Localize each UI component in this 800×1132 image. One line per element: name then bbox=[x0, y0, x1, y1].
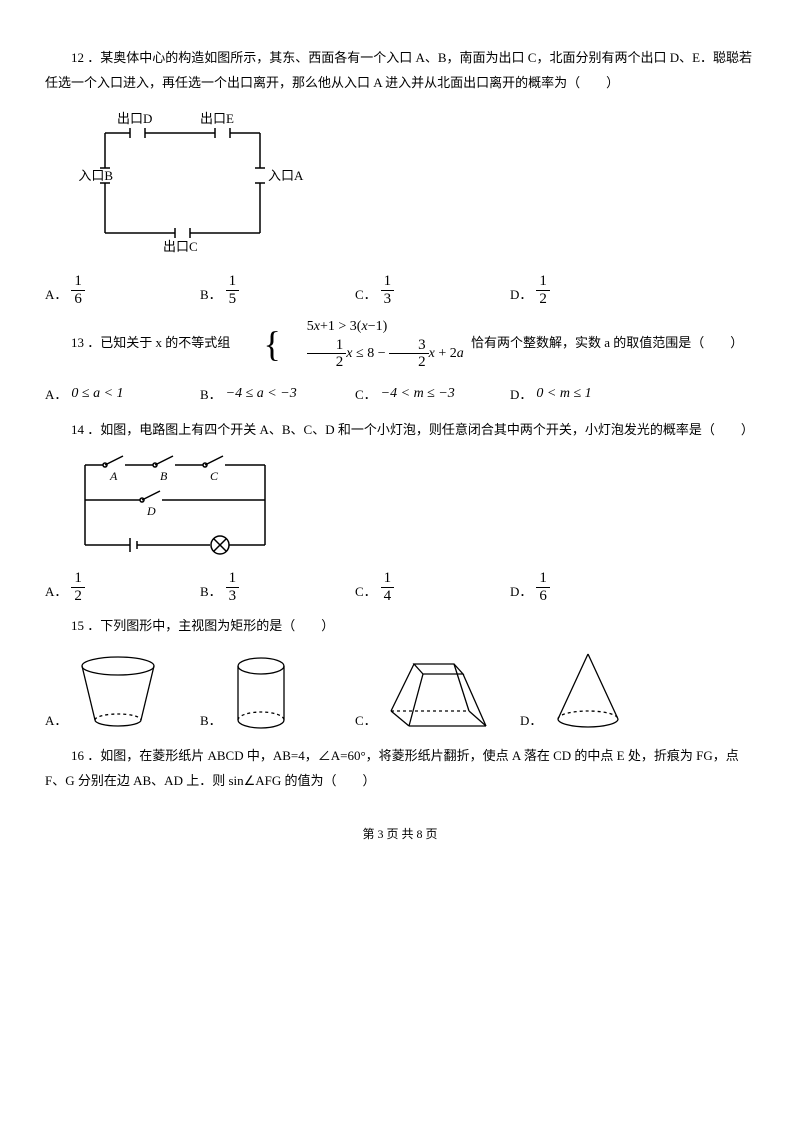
q14-label-d: D bbox=[146, 504, 156, 518]
opt-label: A． bbox=[45, 283, 67, 308]
opt-label: D． bbox=[520, 709, 542, 734]
t: 1 bbox=[536, 570, 550, 588]
shape-frustum-pyramid-icon bbox=[381, 654, 491, 734]
frac-den: 5 bbox=[226, 291, 240, 308]
opt-label: D． bbox=[510, 383, 532, 408]
q12-label-c: 出口C bbox=[163, 239, 198, 254]
q15-body: ．下列图形中，主视图为矩形的是（ ） bbox=[87, 618, 334, 633]
q16-number: 16 bbox=[71, 748, 84, 763]
q12-number: 12 bbox=[71, 50, 84, 65]
q13-system: { 5x+1 > 3(x−1) 12x ≤ 8 − 32x + 2a bbox=[238, 317, 464, 371]
t: 1 bbox=[381, 570, 395, 588]
opt-label: C． bbox=[355, 580, 377, 605]
q14-label-a: A bbox=[109, 469, 118, 483]
q12-opt-a: A． 16 bbox=[45, 273, 200, 307]
q15-opt-a: A． bbox=[45, 654, 200, 734]
opt-expr: 0 < m ≤ 1 bbox=[536, 381, 591, 408]
q12-opt-d: D． 12 bbox=[510, 273, 665, 307]
q13-opt-b: B．−4 ≤ a < −3 bbox=[200, 381, 355, 408]
shape-cone-icon bbox=[546, 649, 631, 734]
t: 2 bbox=[307, 354, 347, 371]
q14-opt-b: B．13 bbox=[200, 570, 355, 604]
opt-label: A． bbox=[45, 580, 67, 605]
shape-frustum-icon bbox=[71, 654, 166, 734]
t: 1 bbox=[71, 570, 85, 588]
t: 4 bbox=[381, 588, 395, 605]
q15-opt-d: D． bbox=[520, 649, 675, 734]
opt-label: D． bbox=[510, 283, 532, 308]
q16-body: ．如图，在菱形纸片 ABCD 中，AB=4，∠A=60°，将菱形纸片翻折，使点 … bbox=[45, 748, 739, 788]
q14-number: 14 bbox=[71, 422, 84, 437]
q13-text: 13 ．已知关于 x 的不等式组 { 5x+1 > 3(x−1) 12x ≤ 8… bbox=[45, 317, 755, 371]
q12-opt-b: B． 15 bbox=[200, 273, 355, 307]
frac-den: 2 bbox=[536, 291, 550, 308]
opt-label: C． bbox=[355, 709, 377, 734]
q13-line2: 12x ≤ 8 − 32x + 2a bbox=[281, 337, 464, 371]
opt-label: C． bbox=[355, 283, 377, 308]
opt-label: B． bbox=[200, 580, 222, 605]
opt-label: D． bbox=[510, 580, 532, 605]
q14-text: 14 ．如图，电路图上有四个开关 A、B、C、D 和一个小灯泡，则任意闭合其中两… bbox=[45, 418, 755, 443]
q12-label-b: 入口B bbox=[78, 168, 113, 183]
q13-opt-a: A．0 ≤ a < 1 bbox=[45, 381, 200, 408]
q12-options: A． 16 B． 15 C． 13 D． 12 bbox=[45, 273, 755, 307]
q13-number: 13 bbox=[71, 335, 84, 350]
q12-label-d: 出口D bbox=[117, 111, 152, 126]
frac-den: 3 bbox=[381, 291, 395, 308]
q14-opt-a: A．12 bbox=[45, 570, 200, 604]
q14-label-c: C bbox=[210, 469, 219, 483]
q13-options: A．0 ≤ a < 1 B．−4 ≤ a < −3 C．−4 < m ≤ −3 … bbox=[45, 381, 755, 408]
q12-label-a: 入口A bbox=[268, 168, 304, 183]
opt-label: C． bbox=[355, 383, 377, 408]
q13-before: ．已知关于 x 的不等式组 bbox=[87, 335, 230, 350]
opt-label: A． bbox=[45, 383, 67, 408]
q15-number: 15 bbox=[71, 618, 84, 633]
q14-opt-d: D．16 bbox=[510, 570, 665, 604]
t: 3 bbox=[226, 588, 240, 605]
q14-body: ．如图，电路图上有四个开关 A、B、C、D 和一个小灯泡，则任意闭合其中两个开关… bbox=[87, 422, 754, 437]
opt-label: A． bbox=[45, 709, 67, 734]
page-footer: 第 3 页 共 8 页 bbox=[45, 823, 755, 846]
t: 6 bbox=[536, 588, 550, 605]
frac-num: 1 bbox=[71, 273, 85, 291]
q14-opt-c: C．14 bbox=[355, 570, 510, 604]
q12-text: 12 ．某奥体中心的构造如图所示，其东、西面各有一个入口 A、B，南面为出口 C… bbox=[45, 46, 755, 95]
shape-cylinder-icon bbox=[226, 654, 296, 734]
frac-num: 1 bbox=[536, 273, 550, 291]
q14-diagram: A B C D bbox=[75, 450, 755, 560]
q14-label-b: B bbox=[160, 469, 168, 483]
t: 3 bbox=[389, 337, 429, 355]
q12-diagram: 出口D 出口E 入口B 入口A 出口C bbox=[75, 103, 755, 263]
t: +1 > 3( bbox=[320, 319, 361, 334]
t: 5 bbox=[307, 319, 314, 334]
q15-options: A． B． C． bbox=[45, 649, 755, 734]
opt-expr: 0 ≤ a < 1 bbox=[71, 381, 123, 408]
q13-line1: 5x+1 > 3(x−1) bbox=[281, 317, 464, 337]
q15-opt-b: B． bbox=[200, 654, 355, 734]
q13-opt-c: C．−4 < m ≤ −3 bbox=[355, 381, 510, 408]
q15-text: 15 ．下列图形中，主视图为矩形的是（ ） bbox=[45, 614, 755, 639]
q13-after: 恰有两个整数解，实数 a 的取值范围是（ ） bbox=[471, 335, 743, 350]
q12-label-e: 出口E bbox=[200, 111, 234, 126]
opt-label: B． bbox=[200, 709, 222, 734]
q14-options: A．12 B．13 C．14 D．16 bbox=[45, 570, 755, 604]
q16-text: 16 ．如图，在菱形纸片 ABCD 中，AB=4，∠A=60°，将菱形纸片翻折，… bbox=[45, 744, 755, 793]
q13-opt-d: D．0 < m ≤ 1 bbox=[510, 381, 665, 408]
t: −1) bbox=[368, 319, 388, 334]
q12-body: ．某奥体中心的构造如图所示，其东、西面各有一个入口 A、B，南面为出口 C，北面… bbox=[45, 50, 752, 90]
opt-label: B． bbox=[200, 283, 222, 308]
t: 1 bbox=[307, 337, 347, 355]
q12-opt-c: C． 13 bbox=[355, 273, 510, 307]
frac-num: 1 bbox=[381, 273, 395, 291]
frac-num: 1 bbox=[226, 273, 240, 291]
frac-den: 6 bbox=[71, 291, 85, 308]
opt-expr: −4 ≤ a < −3 bbox=[226, 381, 297, 408]
t: 1 bbox=[226, 570, 240, 588]
t: 2 bbox=[389, 354, 429, 371]
opt-expr: −4 < m ≤ −3 bbox=[381, 381, 455, 408]
q15-opt-c: C． bbox=[355, 654, 520, 734]
t: 2 bbox=[71, 588, 85, 605]
opt-label: B． bbox=[200, 383, 222, 408]
